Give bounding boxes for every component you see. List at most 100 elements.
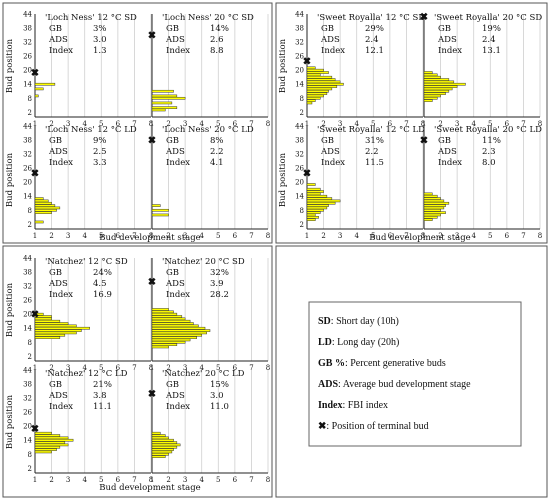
bar (34, 204, 56, 207)
bar (423, 75, 441, 79)
y-tick-label: 20 (295, 67, 304, 75)
x-tick-label: 8 (149, 120, 153, 128)
bar (423, 96, 438, 100)
x-tick-label: 7 (249, 120, 253, 128)
panel-title: 'Sweet Royalla' 20 °C LD (434, 125, 542, 135)
y-axis-title: Bud position (5, 38, 15, 93)
bar (306, 208, 324, 212)
x-tick-label: 2 (49, 120, 53, 128)
stat-label-index: Index (49, 158, 73, 168)
stat-value-gb: 31% (365, 136, 384, 146)
stat-label-ads: ADS (320, 35, 340, 45)
x-tick-label: 6 (388, 120, 393, 128)
y-tick-label: 26 (23, 165, 32, 173)
stat-label-index: Index (166, 402, 190, 412)
bar (306, 183, 316, 186)
bar (306, 89, 329, 93)
panel-title: 'Natchez' 12 °C SD (45, 257, 128, 267)
bar (151, 319, 191, 323)
bar (306, 192, 321, 196)
y-tick-label: 38 (295, 137, 304, 145)
stat-label-ads: ADS (165, 147, 185, 157)
bar (423, 194, 438, 198)
bar (34, 220, 44, 224)
x-tick-label: 1 (305, 232, 309, 240)
y-tick-label: 44 (295, 11, 304, 19)
x-tick-label: 7 (404, 120, 408, 128)
legend-item: ✖: Position of terminal bud (318, 421, 429, 432)
y-tick-label: 32 (23, 395, 32, 403)
y-tick-label: 2 (300, 109, 304, 117)
bar (34, 199, 49, 203)
bar (306, 75, 333, 79)
bar (151, 431, 161, 435)
x-tick-label: 4 (199, 120, 204, 128)
stat-label-index: Index (438, 46, 462, 56)
bar (34, 436, 69, 440)
stat-value-gb: 14% (210, 24, 229, 34)
stat-label-gb: GB (438, 136, 451, 146)
stat-value-ads: 2.3 (482, 147, 496, 157)
x-tick-label: 6 (116, 364, 121, 372)
stat-value-ads: 2.4 (482, 35, 496, 45)
stat-value-ads: 3.0 (210, 391, 224, 401)
stat-label-ads: ADS (320, 147, 340, 157)
stat-value-gb: 15% (210, 380, 229, 390)
y-tick-label: 2 (28, 465, 32, 473)
y-axis-title: Bud position (5, 152, 15, 207)
bar (151, 438, 174, 442)
legend-item: Index: FBI index (318, 400, 388, 411)
bar (423, 197, 441, 200)
x-tick-label: 3 (183, 476, 187, 484)
y-tick-label: 38 (23, 269, 32, 277)
x-tick-label: 2 (49, 232, 53, 240)
x-tick-label: 5 (371, 232, 375, 240)
x-tick-label: 7 (132, 120, 136, 128)
bar (306, 194, 328, 198)
panel-title: 'Natchez' 12 °C LD (45, 369, 128, 379)
y-tick-label: 8 (28, 451, 32, 459)
stat-label-ads: ADS (165, 35, 185, 45)
bar (151, 324, 199, 328)
x-tick-label: 1 (33, 120, 37, 128)
terminal-bud-marker: ✖ (303, 168, 311, 179)
bar (306, 94, 324, 98)
stat-value-ads: 2.6 (210, 35, 224, 45)
stat-value-index: 28.2 (210, 290, 229, 300)
panel-title: 'Sweet Royalla' 12 °C SD (317, 13, 425, 23)
stat-value-ads: 2.4 (365, 35, 379, 45)
bar (423, 208, 441, 212)
y-tick-label: 38 (23, 25, 32, 33)
bar (306, 206, 328, 210)
y-tick-label: 8 (300, 95, 304, 103)
x-tick-label: 7 (132, 476, 136, 484)
panel-title: 'Loch Ness' 12 °C LD (45, 125, 137, 135)
x-tick-label: 2 (166, 120, 170, 128)
stat-label-ads: ADS (48, 279, 68, 289)
bar (151, 208, 169, 212)
y-tick-label: 32 (23, 283, 32, 291)
bar (34, 208, 57, 212)
bar (34, 448, 57, 451)
bar (306, 87, 333, 91)
y-tick-label: 2 (28, 109, 32, 117)
stat-value-index: 12.1 (365, 46, 384, 56)
x-tick-label: 4 (199, 232, 204, 240)
stat-value-gb: 11% (482, 136, 501, 146)
x-tick-label: 1 (33, 232, 37, 240)
y-tick-label: 2 (300, 221, 304, 229)
bar (423, 204, 446, 207)
bar (151, 455, 166, 458)
bar (151, 333, 202, 337)
bar (151, 312, 178, 316)
x-tick-label: 7 (132, 364, 136, 372)
bar (151, 436, 169, 440)
group-frame (275, 245, 548, 498)
y-tick-label: 2 (28, 221, 32, 229)
x-tick-label: 1 (150, 232, 154, 240)
stat-value-ads: 4.5 (93, 279, 107, 289)
bar (34, 443, 69, 447)
x-tick-label: 3 (338, 120, 342, 128)
